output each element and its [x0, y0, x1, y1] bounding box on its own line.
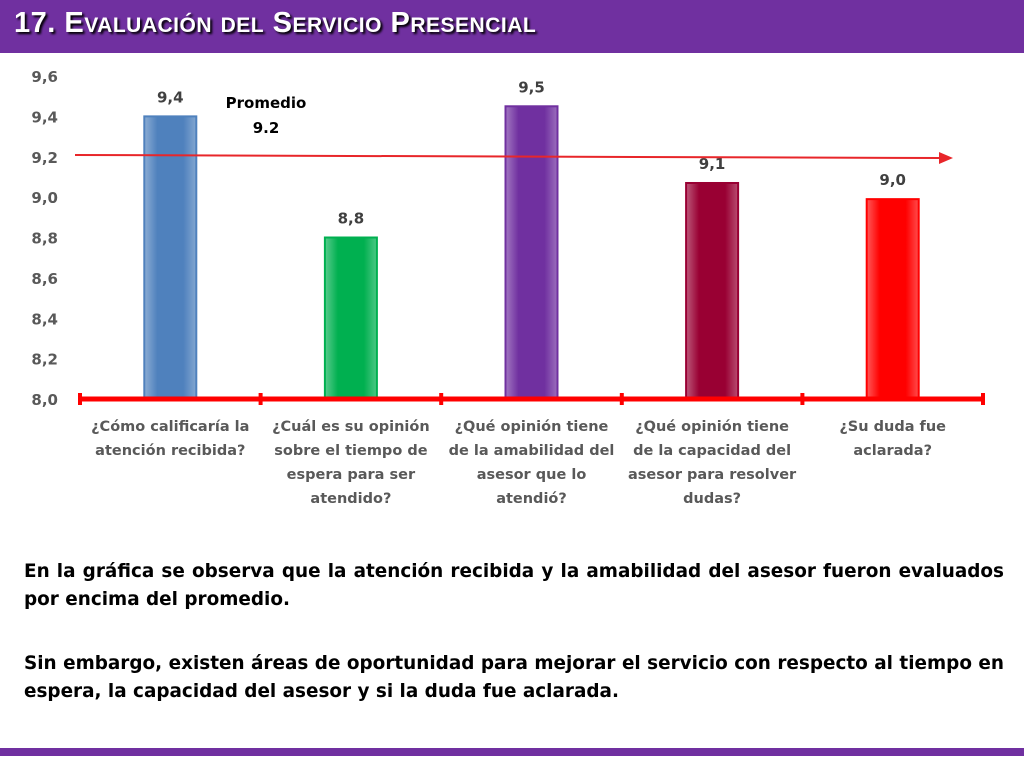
category-label: ¿Cuál es su opinión sobre el tiempo de esp… [272, 419, 430, 507]
opportunity-paragraph: Sin embargo, existen áreas de oportunida… [24, 653, 1004, 702]
footer-bar [0, 748, 1024, 756]
bar [143, 115, 198, 400]
y-tick-label: 8,8 [31, 230, 58, 248]
y-tick-label: 9,0 [31, 189, 58, 207]
average-line [74, 154, 941, 159]
data-label: 9,1 [699, 155, 726, 173]
bar-chart: 8,0 8,2 8,4 8,6 8,8 9,0 9,2 9,4 9,6 9,4 8,8 9,5 9,1… [31, 68, 985, 507]
title-bar: 17. EVALUACIÓN DEL SERVICIO PRESENCIAL [0, 0, 1024, 53]
average-arrowhead [939, 152, 953, 164]
y-tick-label: 8,0 [31, 391, 58, 409]
y-tick-label: 9,2 [31, 149, 58, 167]
data-label: 9,4 [157, 88, 184, 106]
category-label: ¿Qué opinión tiene de la capacidad del ase… [628, 419, 797, 507]
y-tick-label: 8,2 [31, 351, 58, 369]
category-label: ¿Su duda fue aclarada? [839, 419, 946, 459]
y-tick-label: 8,4 [31, 310, 58, 328]
data-label: 9,5 [518, 78, 545, 96]
data-label: 9,0 [879, 171, 906, 189]
bar [504, 105, 559, 400]
category-label: ¿Cómo calificaría la atención recibida? [91, 419, 249, 459]
y-tick-label: 9,4 [31, 108, 58, 126]
category-label: ¿Qué opinión tiene de la amabilidad del as… [449, 419, 615, 507]
bar [865, 198, 920, 400]
data-label: 8,8 [338, 210, 365, 228]
average-value: 9.2 [253, 119, 280, 137]
average-label: Promedio [226, 94, 307, 112]
bar [323, 236, 378, 400]
y-tick-label: 9,6 [31, 68, 58, 86]
bar [685, 181, 740, 400]
page-title: 17. EVALUACIÓN DEL SERVICIO PRESENCIAL [14, 7, 537, 39]
summary-paragraph: En la gráfica se observa que la atención… [24, 561, 1004, 610]
y-tick-label: 8,6 [31, 270, 58, 288]
